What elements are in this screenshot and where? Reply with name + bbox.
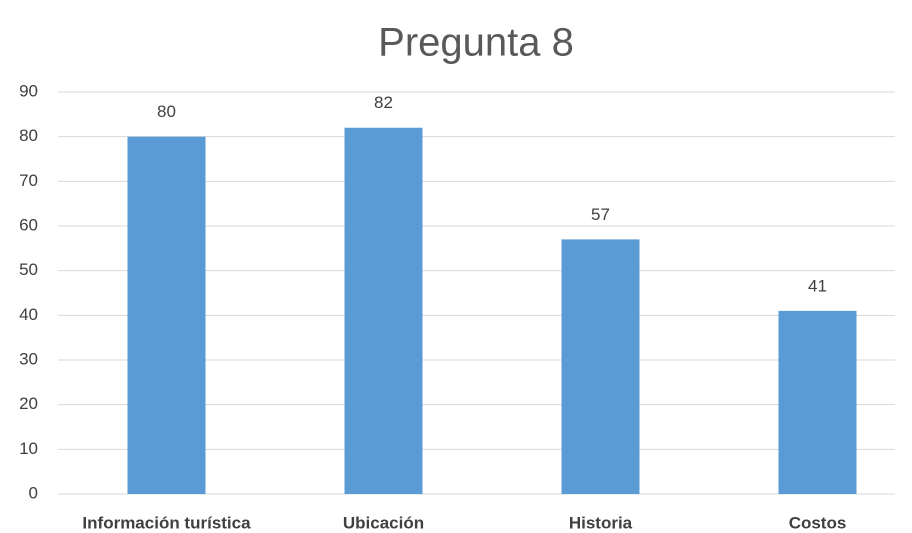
y-tick-label: 80: [19, 126, 38, 145]
x-tick-label: Costos: [789, 513, 847, 532]
y-tick-label: 30: [19, 349, 38, 368]
chart-title: Pregunta 8: [378, 21, 574, 65]
bar: [778, 310, 857, 494]
data-label: 57: [591, 205, 610, 224]
bar: [127, 136, 206, 494]
x-tick-label: Historia: [569, 513, 633, 532]
bar: [561, 239, 640, 494]
data-label: 80: [157, 102, 176, 121]
y-tick-label: 40: [19, 305, 38, 324]
data-label: 82: [374, 93, 393, 112]
x-tick-label: Información turística: [82, 513, 251, 532]
y-tick-label: 70: [19, 171, 38, 190]
y-tick-label: 20: [19, 394, 38, 413]
bar: [344, 127, 423, 494]
y-tick-label: 90: [19, 81, 38, 100]
y-tick-label: 10: [19, 439, 38, 458]
x-tick-label: Ubicación: [343, 513, 424, 532]
y-tick-label: 0: [29, 483, 38, 502]
data-label: 41: [808, 276, 827, 295]
y-tick-label: 60: [19, 215, 38, 234]
y-tick-label: 50: [19, 260, 38, 279]
